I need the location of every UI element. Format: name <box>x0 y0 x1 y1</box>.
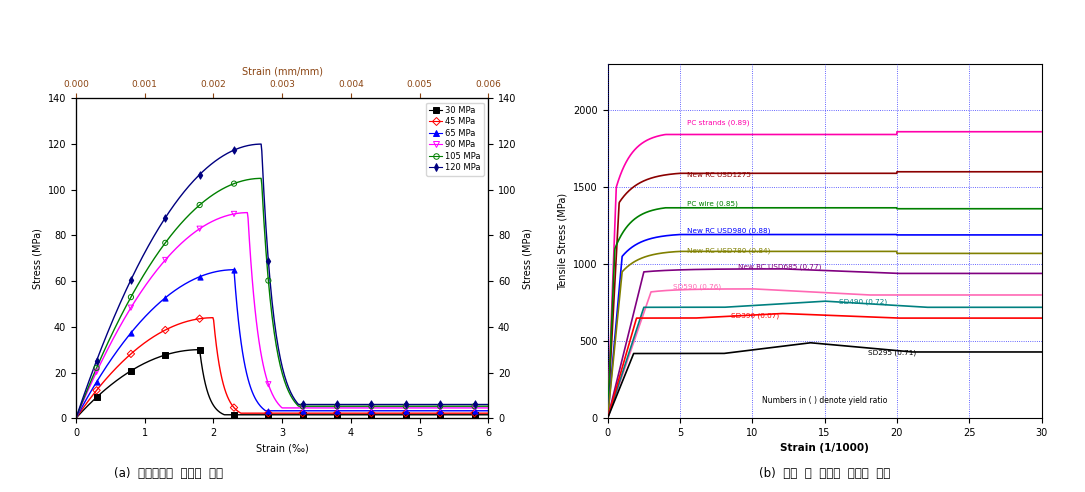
Point <box>123 304 140 311</box>
Point <box>191 273 208 280</box>
Point <box>226 403 243 411</box>
Point <box>329 409 346 417</box>
Point <box>294 409 311 417</box>
Point <box>259 277 277 284</box>
Point <box>123 350 140 358</box>
Text: PC strands (0.89): PC strands (0.89) <box>687 119 750 126</box>
Point <box>88 364 105 372</box>
Point <box>397 402 414 410</box>
Text: New RC USD1275: New RC USD1275 <box>687 172 751 178</box>
Point <box>465 409 483 417</box>
Legend: 30 MPa, 45 MPa, 65 MPa, 90 MPa, 105 MPa, 120 MPa: 30 MPa, 45 MPa, 65 MPa, 90 MPa, 105 MPa,… <box>426 102 484 176</box>
Y-axis label: Stress (MPa): Stress (MPa) <box>33 228 42 289</box>
Point <box>465 411 483 419</box>
Point <box>88 357 105 365</box>
Text: (b)  철근  및  강재의  기계적  성질: (b) 철근 및 강재의 기계적 성질 <box>760 467 890 480</box>
Point <box>259 380 277 388</box>
Point <box>294 404 311 412</box>
Point <box>226 146 243 154</box>
Point <box>226 180 243 187</box>
Point <box>397 407 414 415</box>
Point <box>88 368 105 376</box>
Point <box>362 402 380 410</box>
X-axis label: Strain (1/1000): Strain (1/1000) <box>780 443 869 454</box>
Point <box>226 266 243 274</box>
Text: SD590 (0.76): SD590 (0.76) <box>673 283 720 290</box>
Point <box>88 378 105 386</box>
Point <box>156 326 174 334</box>
Point <box>465 407 483 415</box>
Point <box>397 404 414 412</box>
Point <box>397 409 414 417</box>
Point <box>259 407 277 415</box>
Point <box>191 201 208 209</box>
Point <box>88 386 105 394</box>
Point <box>362 404 380 412</box>
Point <box>329 402 346 410</box>
Point <box>432 407 449 415</box>
Point <box>191 225 208 233</box>
Point <box>432 402 449 410</box>
Point <box>156 214 174 222</box>
Point <box>191 171 208 179</box>
Point <box>123 293 140 301</box>
Text: SD295 (0.71): SD295 (0.71) <box>868 349 916 356</box>
Point <box>259 257 277 265</box>
Point <box>123 367 140 375</box>
Text: Numbers in ( ) denote yield ratio: Numbers in ( ) denote yield ratio <box>762 396 888 405</box>
Point <box>259 409 277 417</box>
Point <box>465 400 483 408</box>
Point <box>156 351 174 359</box>
Point <box>294 402 311 410</box>
Point <box>294 400 311 408</box>
Text: SD390 (0.07): SD390 (0.07) <box>730 312 779 318</box>
Y-axis label: Tensile Stress (MPa): Tensile Stress (MPa) <box>558 192 567 290</box>
Point <box>362 407 380 415</box>
Point <box>432 400 449 408</box>
Point <box>156 294 174 302</box>
X-axis label: Strain (mm/mm): Strain (mm/mm) <box>242 66 322 76</box>
Point <box>88 393 105 401</box>
Text: New RC USD980 (0.88): New RC USD980 (0.88) <box>687 228 770 234</box>
Point <box>156 256 174 264</box>
Text: SD490 (0.72): SD490 (0.72) <box>839 298 888 305</box>
Point <box>123 276 140 284</box>
Point <box>362 409 380 417</box>
Point <box>329 404 346 412</box>
Point <box>191 315 208 323</box>
X-axis label: Strain (‰): Strain (‰) <box>256 443 308 454</box>
Point <box>432 411 449 419</box>
Point <box>329 407 346 415</box>
Point <box>123 329 140 337</box>
Point <box>329 400 346 408</box>
Point <box>432 404 449 412</box>
Text: New RC USD685 (0.77): New RC USD685 (0.77) <box>738 263 821 270</box>
Point <box>362 400 380 408</box>
Point <box>294 407 311 415</box>
Point <box>191 346 208 354</box>
Point <box>294 411 311 419</box>
Point <box>465 404 483 412</box>
Y-axis label: Stress (MPa): Stress (MPa) <box>522 228 532 289</box>
Point <box>226 210 243 218</box>
Text: New RC USD780 (0.84): New RC USD780 (0.84) <box>687 248 770 254</box>
Point <box>397 411 414 419</box>
Point <box>329 411 346 419</box>
Text: PC wire (0.85): PC wire (0.85) <box>687 201 738 207</box>
Text: (a)  콘크리트의  기계적  성질: (a) 콘크리트의 기계적 성질 <box>114 467 222 480</box>
Point <box>465 402 483 410</box>
Point <box>397 400 414 408</box>
Point <box>156 239 174 247</box>
Point <box>362 411 380 419</box>
Point <box>259 411 277 419</box>
Point <box>226 411 243 419</box>
Point <box>432 409 449 417</box>
